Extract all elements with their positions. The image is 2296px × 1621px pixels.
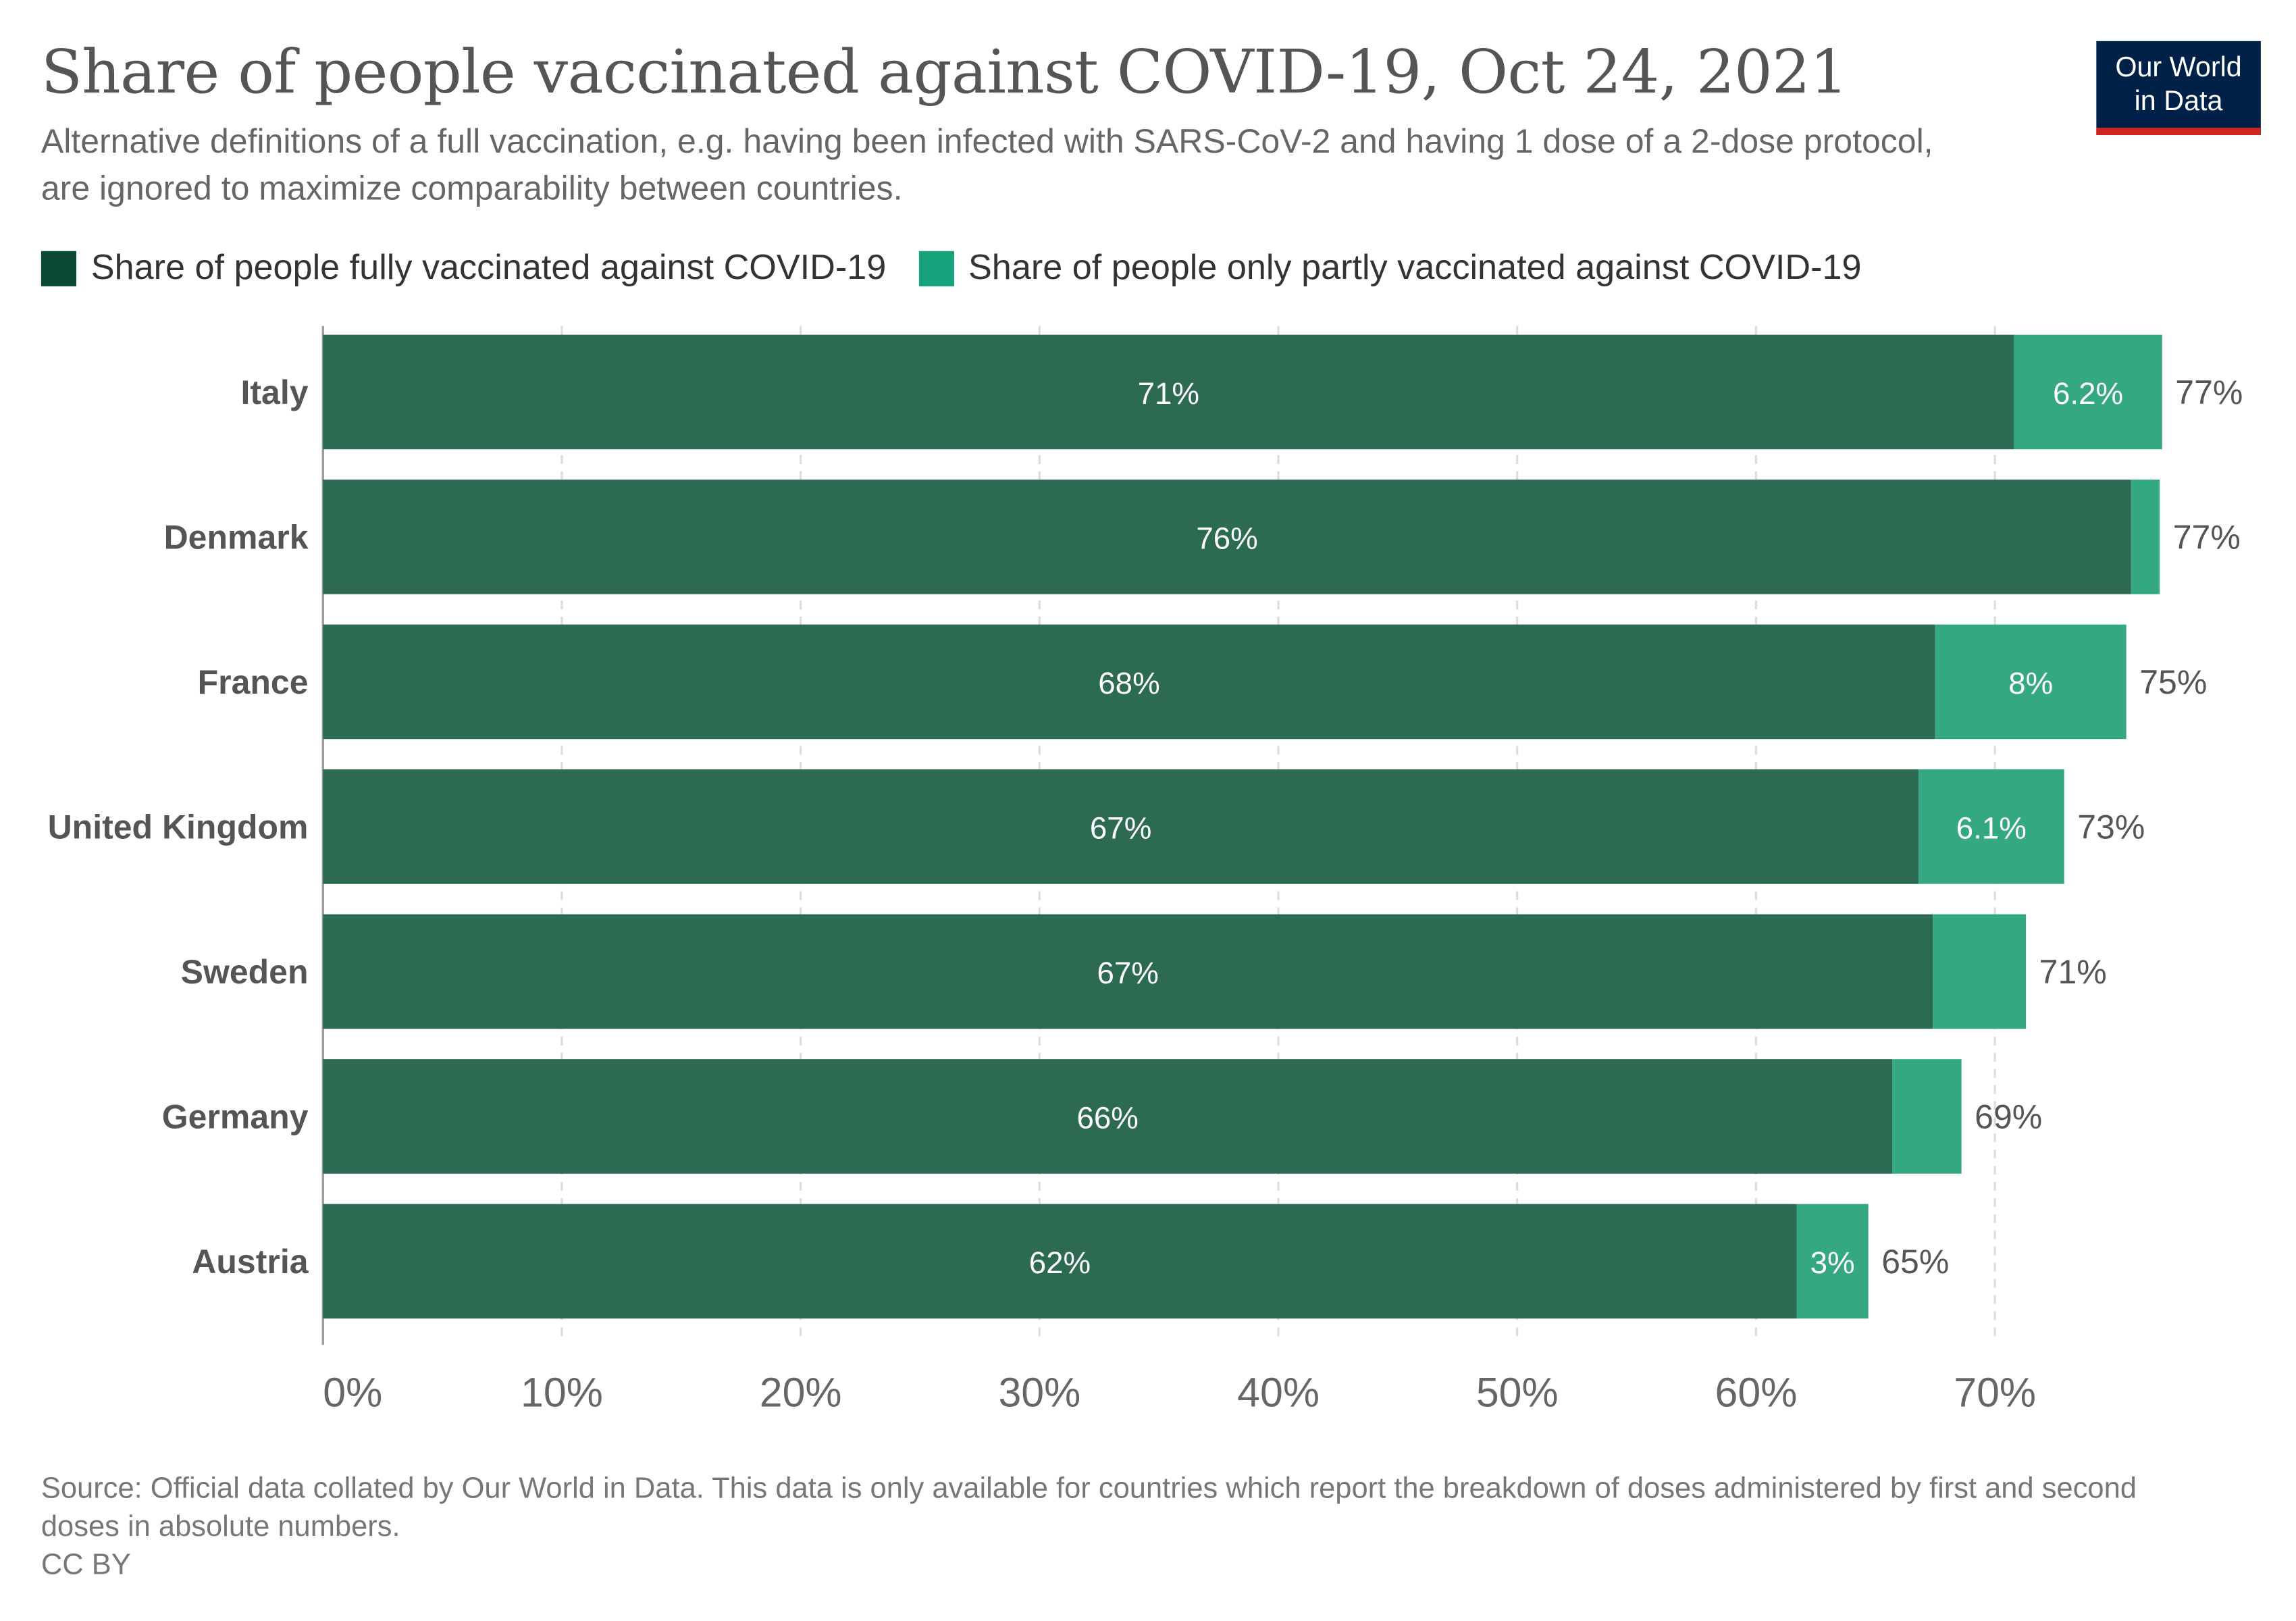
total-label-sweden: 71%: [2039, 953, 2107, 991]
x-tick-label-30: 30%: [998, 1370, 1080, 1416]
data-label-fully-germany: 66%: [1076, 1100, 1138, 1135]
source-note: Source: Official data collated by Our Wo…: [41, 1472, 2137, 1543]
category-label-austria: Austria: [192, 1243, 309, 1281]
bar-fully-france: [323, 624, 1935, 740]
bar-partly-italy: [2014, 334, 2162, 450]
logo-line-2: in Data: [2134, 86, 2223, 118]
data-label-partly-france: 8%: [2008, 666, 2053, 700]
total-label-denmark: 77%: [2173, 518, 2241, 556]
data-label-partly-italy: 6.2%: [2053, 376, 2123, 411]
bar-fully-germany: [323, 1059, 1893, 1174]
legend-swatch-fully: [41, 251, 77, 286]
category-label-sweden: Sweden: [181, 953, 309, 991]
legend-item-fully[interactable]: Share of people fully vaccinated against…: [41, 248, 886, 289]
data-label-fully-france: 68%: [1098, 666, 1159, 700]
total-label-germany: 69%: [1975, 1098, 2042, 1135]
x-tick-label-50: 50%: [1476, 1370, 1559, 1416]
data-label-fully-sweden: 67%: [1097, 956, 1159, 990]
bar-partly-sweden: [1933, 914, 2027, 1029]
x-tick-label-20: 20%: [760, 1370, 842, 1416]
category-label-italy: Italy: [240, 374, 308, 411]
bar-partly-austria: [1796, 1204, 1869, 1319]
owid-logo[interactable]: Our World in Data: [2096, 41, 2261, 135]
bar-fully-denmark: [323, 480, 2131, 594]
data-label-partly-united-kingdom: 6.1%: [1956, 810, 2027, 845]
chart-footer: Source: Official data collated by Our Wo…: [41, 1470, 2214, 1585]
x-tick-label-0: 0%: [323, 1370, 382, 1416]
x-tick-label-40: 40%: [1237, 1370, 1320, 1416]
category-label-united-kingdom: United Kingdom: [48, 808, 309, 846]
legend-swatch-partly: [918, 251, 954, 286]
stacked-bar-chart: 0% 10% 20% 30% 40% 50% 60% 70% Italy 71% 6.2% 77% De…: [48, 326, 2243, 1416]
license-note: CC BY: [41, 1549, 131, 1582]
chart-legend: Share of people fully vaccinated against…: [41, 245, 1894, 292]
bar-fully-sweden: [323, 914, 1933, 1029]
total-label-france: 75%: [2139, 663, 2207, 701]
data-label-fully-italy: 71%: [1138, 376, 1199, 411]
bar-partly-france: [1935, 624, 2127, 740]
total-label-united-kingdom: 73%: [2077, 808, 2145, 846]
bar-partly-united-kingdom: [1918, 769, 2064, 884]
data-label-fully-united-kingdom: 67%: [1090, 810, 1151, 845]
category-label-germany: Germany: [162, 1098, 309, 1135]
logo-line-1: Our World: [2115, 53, 2242, 84]
bar-fully-austria: [323, 1204, 1797, 1319]
x-tick-label-60: 60%: [1715, 1370, 1798, 1416]
bar-fully-italy: [323, 334, 2014, 450]
chart-subtitle: Alternative definitions of a full vaccin…: [41, 122, 1933, 207]
x-tick-label-10: 10%: [521, 1370, 603, 1416]
legend-label-fully: Share of people fully vaccinated against…: [90, 248, 887, 288]
chart-title: Share of people vaccinated against COVID…: [41, 36, 1848, 107]
total-label-italy: 77%: [2175, 374, 2243, 411]
bar-partly-denmark: [2131, 480, 2160, 594]
data-label-fully-denmark: 76%: [1196, 521, 1257, 555]
category-label-denmark: Denmark: [164, 518, 309, 556]
legend-item-partly[interactable]: Share of people only partly vaccinated a…: [918, 248, 1861, 289]
data-label-partly-austria: 3%: [1810, 1245, 1855, 1280]
legend-label-partly: Share of people only partly vaccinated a…: [968, 248, 1862, 288]
bar-partly-germany: [1892, 1059, 1962, 1174]
x-tick-label-70: 70%: [1954, 1370, 2036, 1416]
data-label-fully-austria: 62%: [1029, 1245, 1091, 1280]
total-label-austria: 65%: [1881, 1243, 1949, 1281]
category-label-france: France: [198, 663, 309, 701]
bar-fully-united-kingdom: [323, 769, 1919, 884]
